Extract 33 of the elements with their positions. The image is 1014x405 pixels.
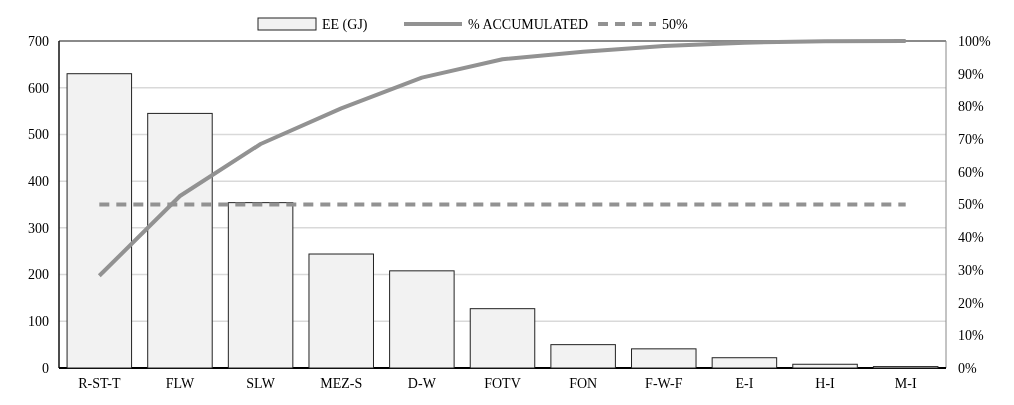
y2-tick-label: 70% <box>958 132 984 147</box>
y2-tick-label: 0% <box>958 360 977 376</box>
x-tick-label: FON <box>569 376 598 391</box>
x-tick-label: FLW <box>165 376 195 391</box>
x-tick-label: E-I <box>735 376 754 391</box>
legend-label: EE (GJ) <box>322 16 368 33</box>
y2-tick-label: 40% <box>958 230 984 246</box>
legend-label: % ACCUMULATED <box>468 16 589 32</box>
y2-tick-label: 60% <box>958 164 984 180</box>
y-tick-label: 100 <box>28 314 49 330</box>
x-tick-label: R-ST-T <box>78 376 121 391</box>
y2-tick-label: 50% <box>958 197 984 213</box>
y-tick-label: 0 <box>42 360 49 376</box>
x-tick-label: H-I <box>815 376 836 391</box>
x-tick-label: MEZ-S <box>320 376 363 391</box>
x-tick-label: M-I <box>894 376 917 391</box>
y-tick-label: 300 <box>28 220 49 236</box>
y-tick-label: 600 <box>28 80 49 96</box>
y2-tick-label: 90% <box>958 66 984 82</box>
y2-tick-label: 100% <box>958 33 991 49</box>
y2-tick-label: 30% <box>958 262 984 278</box>
y-tick-label: 200 <box>28 267 49 283</box>
y2-tick-label: 80% <box>958 99 984 115</box>
y2-tick-label: 10% <box>958 328 984 344</box>
x-tick-label: F-W-F <box>645 376 683 391</box>
y-tick-label: 400 <box>28 174 49 190</box>
y-tick-label: 500 <box>28 127 49 143</box>
x-tick-label: FOTV <box>484 376 521 391</box>
x-tick-label: SLW <box>246 376 276 391</box>
y-tick-label: 700 <box>28 33 49 49</box>
legend-label: 50% <box>662 16 688 32</box>
y2-tick-label: 20% <box>958 295 984 311</box>
x-tick-label: D-W <box>407 376 437 391</box>
